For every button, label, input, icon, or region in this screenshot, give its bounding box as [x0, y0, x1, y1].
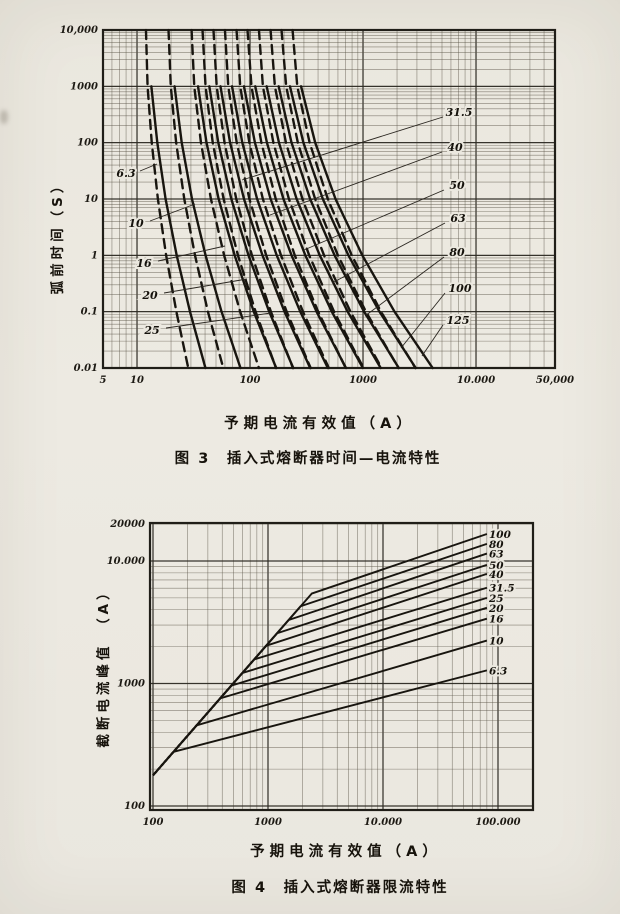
scan-artifact [0, 110, 8, 124]
fig3-y-axis-title: 弧前时间（S） [50, 175, 66, 295]
x-tick-label: 10.000 [457, 375, 495, 386]
curve-rating-label: 16 [136, 257, 152, 270]
curve-label-leader [421, 324, 444, 357]
fig4-caption: 图 4 插入式熔断器限流特性 [231, 880, 449, 896]
fuse-curve-50-prearcing [246, 28, 347, 370]
fuse-curve-16-prearcing [190, 28, 261, 370]
fuse-curve-40-prearcing [235, 28, 331, 370]
x-tick-label: 100.000 [475, 817, 520, 828]
y-tick-label: 1000 [70, 81, 98, 92]
curve-label-leader [303, 189, 445, 251]
fuse-curve-6.3-clearing [150, 85, 207, 370]
x-tick-label: 10.000 [364, 817, 402, 828]
fuse-curve-63-prearcing [257, 28, 365, 370]
fig4-y-axis-title: 截断电流峰值 （A） [96, 582, 112, 748]
fuse-curve-80-clearing [277, 85, 400, 370]
x-tick-label: 1000 [349, 375, 377, 386]
curve-label-leader [269, 151, 443, 216]
x-tick-label: 1000 [254, 817, 282, 828]
curve-rating-label: 63 [450, 212, 466, 225]
line-rating-label: 16 [489, 614, 504, 626]
curve-label-leader [157, 245, 226, 262]
y-tick-label: 1000 [117, 679, 145, 690]
fuse-curve-100-prearcing [280, 28, 400, 370]
fuse-curve-10-prearcing [167, 28, 225, 370]
fuse-curve-25-clearing [219, 85, 312, 370]
curve-rating-label: 100 [449, 282, 472, 295]
curve-rating-label: 31.5 [446, 106, 473, 119]
y-tick-label: 0.1 [81, 307, 98, 318]
line-rating-label: 6.3 [489, 665, 507, 677]
curve-rating-label: 10 [128, 217, 144, 230]
fig4-x-axis-title: 予期电流有效值（A） [250, 844, 442, 860]
fuse-curve-20-prearcing [201, 28, 278, 370]
x-tick-label: 100 [143, 817, 164, 828]
fuse-curve-50-clearing [254, 85, 365, 370]
curve-rating-label: 50 [449, 179, 465, 192]
y-tick-label: 10.000 [107, 556, 145, 567]
fuse-curve-6.3-prearcing [144, 28, 190, 370]
curve-label-leader [364, 256, 445, 317]
curve-rating-label: 25 [143, 324, 159, 337]
fuse-curve-31.5-prearcing [223, 28, 312, 370]
fuse-curve-10-clearing [173, 85, 242, 370]
fuse-curve-63-clearing [265, 85, 382, 370]
y-tick-label: 10,000 [60, 25, 98, 36]
x-tick-label: 50,000 [536, 375, 574, 386]
curve-label-leader [241, 116, 444, 181]
fuse-curve-25-prearcing [212, 28, 295, 370]
y-tick-label: 10 [84, 194, 98, 205]
line-rating-label: 80 [489, 539, 504, 551]
curve-label-leader [331, 222, 446, 284]
fig3-caption: 图 3 插入式熔断器时间—电流特性 [174, 451, 442, 467]
y-tick-label: 100 [77, 138, 98, 149]
fig3-x-axis-title: 予期电流有效值（A） [224, 416, 416, 432]
curve-rating-label: 80 [449, 246, 465, 259]
line-rating-label: 25 [488, 593, 504, 605]
fuse-curve-16-clearing [196, 85, 278, 370]
curve-label-leader [400, 292, 446, 349]
fuse-curve-20-clearing [208, 85, 295, 370]
current-limit-line-10 [152, 639, 488, 776]
fuse-curve-125-clearing [299, 85, 434, 370]
curve-label-leader [165, 312, 272, 329]
line-rating-label: 50 [489, 560, 504, 572]
x-tick-label: 100 [240, 375, 261, 386]
line-rating-label: 20 [488, 603, 504, 615]
line-rating-label: 63 [489, 549, 504, 561]
current-limit-line-6.3 [152, 669, 488, 776]
y-tick-label: 100 [124, 801, 145, 812]
plot-border [148, 521, 535, 812]
current-limit-line-16 [152, 617, 488, 776]
line-rating-label: 31.5 [489, 583, 515, 595]
curve-rating-label: 20 [141, 289, 158, 302]
x-tick-label: 5 [100, 375, 107, 386]
x-tick-label: 10 [130, 375, 144, 386]
current-limit-line-31.5 [152, 586, 488, 776]
fuse-curve-125-prearcing [291, 28, 417, 370]
current-limit-line-63 [152, 552, 488, 776]
y-tick-label: 1 [91, 250, 98, 261]
curve-label-leader [149, 203, 196, 222]
fuse-curve-80-prearcing [269, 28, 383, 370]
line-rating-label: 100 [489, 529, 512, 541]
line-rating-label: 40 [489, 569, 504, 581]
curve-rating-label: 6.3 [116, 167, 135, 180]
curve-rating-label: 125 [447, 314, 470, 327]
line-rating-label: 10 [489, 636, 504, 648]
curve-rating-label: 40 [447, 141, 463, 154]
fuse-curve-31.5-clearing [230, 85, 330, 370]
y-tick-label: 0.01 [74, 363, 98, 374]
curve-label-leader [139, 163, 158, 172]
curve-label-leader [163, 278, 248, 294]
y-tick-label: 20000 [109, 519, 145, 530]
current-limit-line-25 [152, 596, 488, 776]
